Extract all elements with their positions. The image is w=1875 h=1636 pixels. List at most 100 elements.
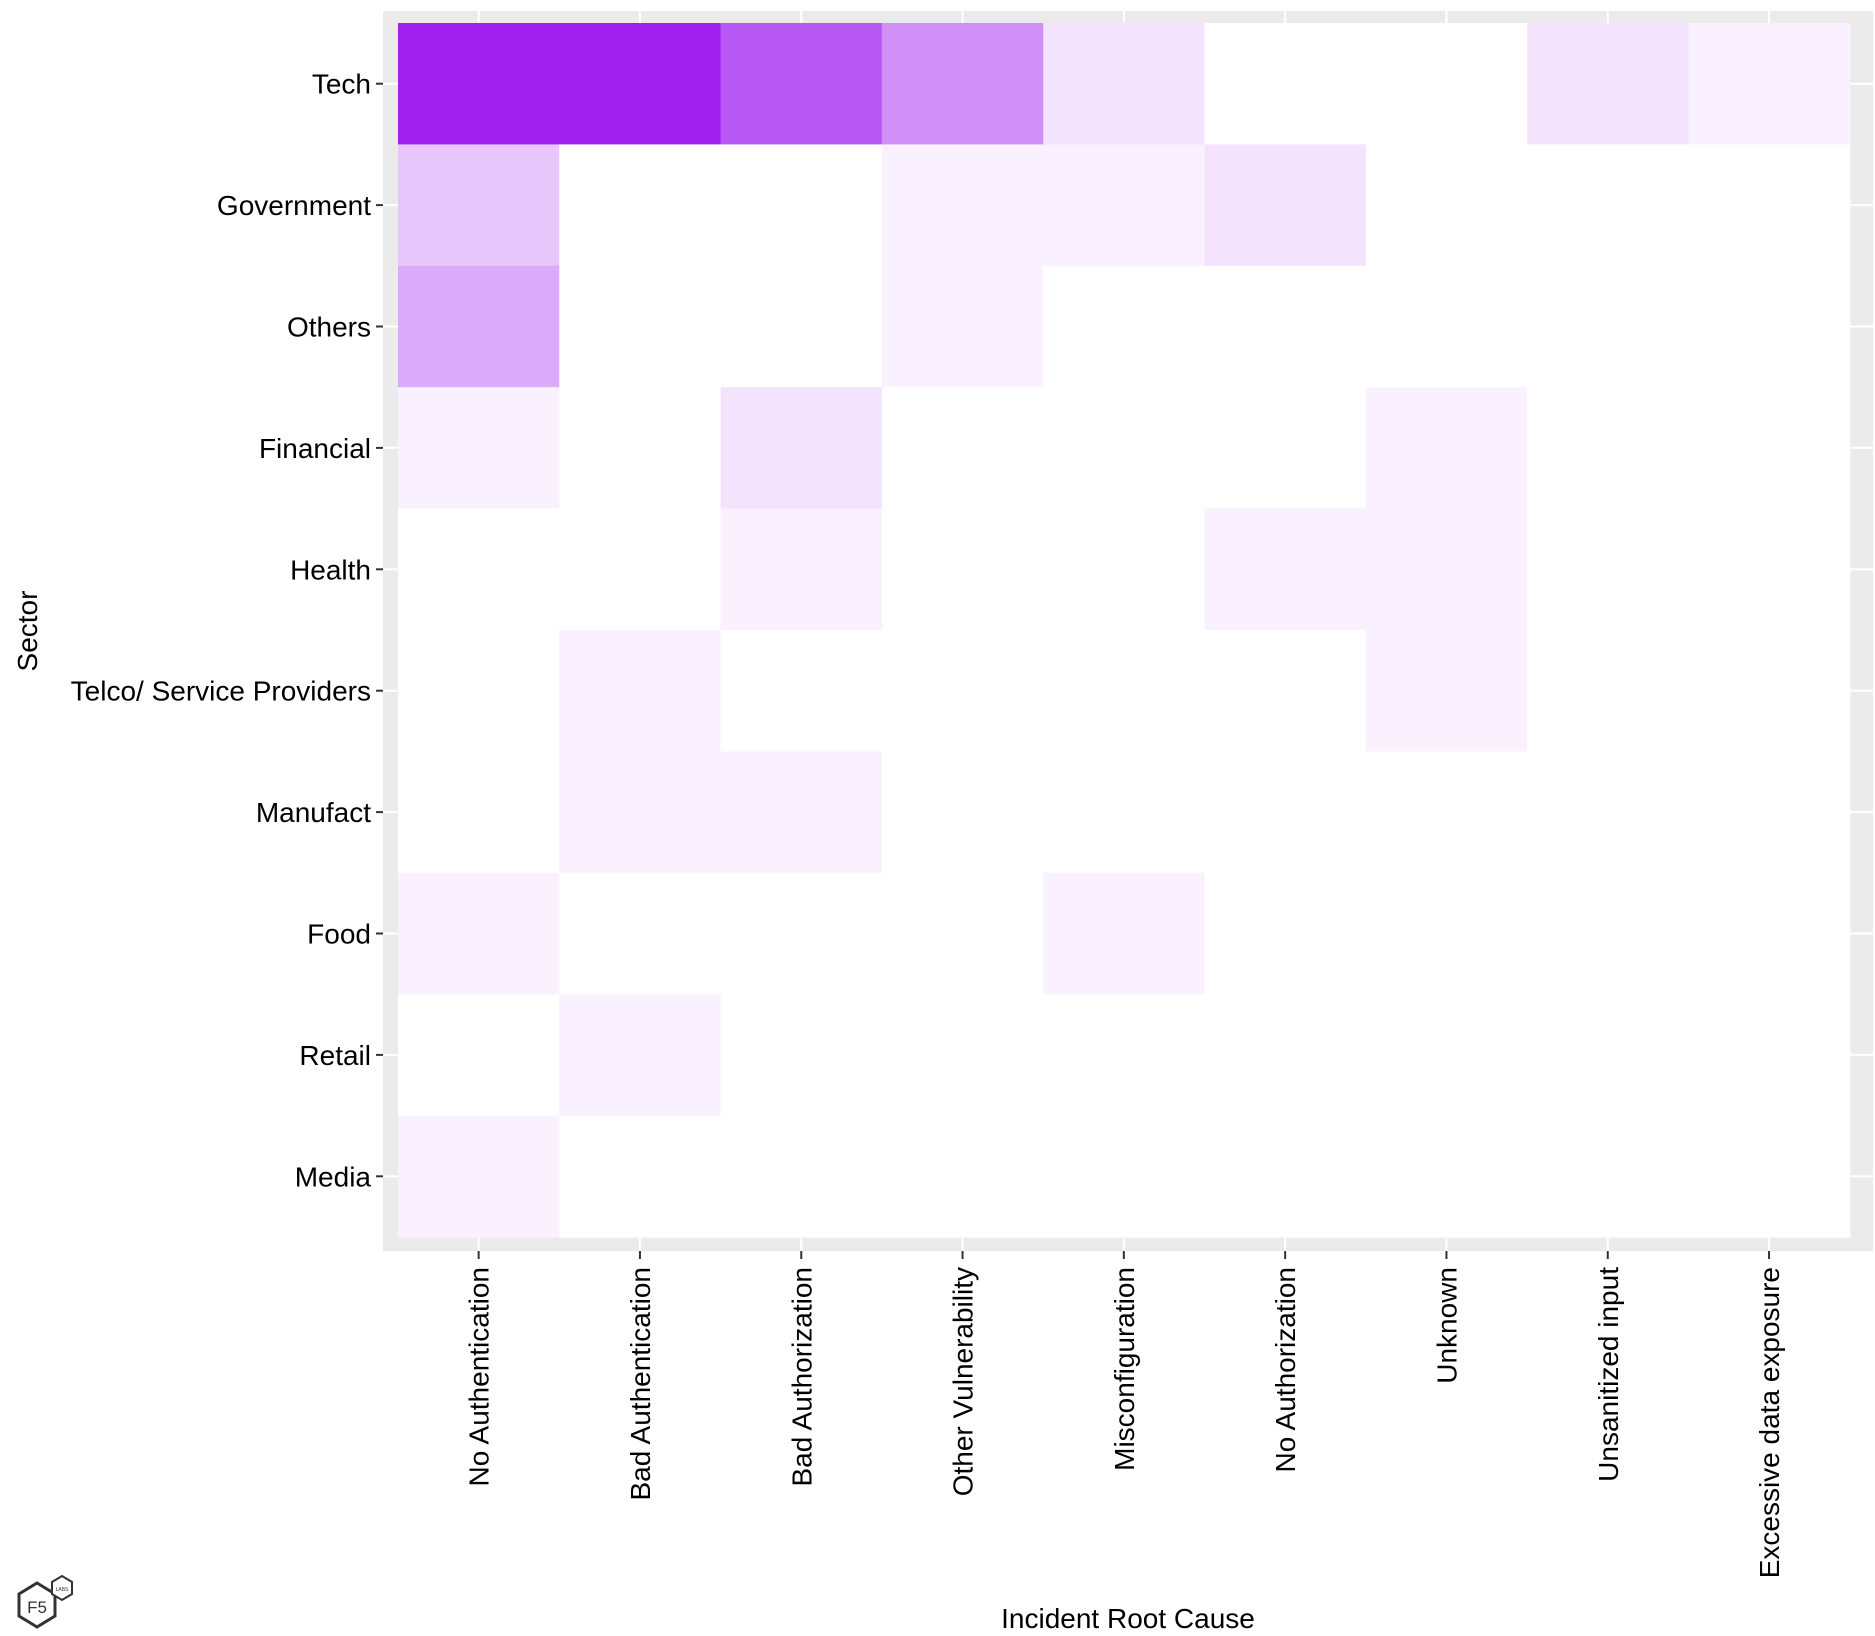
heatmap-cell (1688, 630, 1851, 752)
heatmap-cell (1527, 387, 1689, 510)
x-tick-label: Excessive data exposure (1754, 1267, 1785, 1578)
x-tick-label: Other Vulnerability (948, 1267, 979, 1496)
heatmap-cell (559, 144, 722, 267)
heatmap-cell (720, 265, 883, 388)
heatmap-cell (1688, 387, 1851, 510)
heatmap-cell (720, 1115, 883, 1238)
heatmap-cell (1043, 387, 1206, 510)
heatmap-cell (720, 508, 883, 631)
heatmap-cell (1688, 1115, 1851, 1238)
heatmap-cell (1527, 508, 1689, 631)
heatmap-cell (398, 751, 560, 874)
heatmap-cell (559, 630, 722, 752)
heatmap-cell (1043, 1115, 1206, 1238)
x-tick-label: No Authorization (1270, 1267, 1301, 1472)
heatmap-cell (1204, 23, 1367, 145)
heatmap-cell (1527, 144, 1689, 267)
heatmap-cell (1043, 508, 1206, 631)
heatmap-cell (720, 144, 883, 267)
y-tick-label: Food (307, 919, 371, 950)
heatmap-cell (881, 994, 1044, 1117)
heatmap-cell (1043, 872, 1206, 995)
heatmap-cell (559, 994, 722, 1117)
heatmap-cell (398, 387, 560, 510)
heatmap-cell (1204, 994, 1367, 1117)
heatmap-cell (559, 265, 722, 388)
heatmap-cell (720, 994, 883, 1117)
y-axis-title: Sector (12, 591, 43, 672)
heatmap-cell (1043, 23, 1206, 145)
heatmap-cell (1204, 751, 1367, 874)
y-tick-label: Tech (312, 69, 371, 100)
x-axis-title: Incident Root Cause (1001, 1603, 1255, 1634)
y-tick-label: Media (295, 1161, 372, 1192)
heatmap-cell (398, 630, 560, 752)
x-tick-label: Bad Authentication (625, 1267, 656, 1501)
heatmap-cell (1527, 994, 1689, 1117)
heatmap-cell (1204, 144, 1367, 267)
heatmap-cell (559, 751, 722, 874)
heatmap-cell (559, 872, 722, 995)
y-tick-label: Government (217, 190, 371, 221)
x-tick-label: No Authentication (464, 1267, 495, 1487)
heatmap-cell (1365, 994, 1528, 1117)
x-tick-label: Bad Authorization (786, 1267, 817, 1487)
x-axis: No Authentication Bad Authentication Bad A… (464, 1251, 1785, 1578)
x-tick-label: Unsanitized input (1593, 1267, 1624, 1482)
heatmap-cell (559, 387, 722, 510)
x-tick-label: Misconfiguration (1109, 1267, 1140, 1471)
heatmap-cell (1365, 872, 1528, 995)
heatmap-cell (1043, 265, 1206, 388)
heatmap-cell (1043, 994, 1206, 1117)
heatmap-cell (1527, 872, 1689, 995)
logo-text: F5 (27, 1598, 47, 1617)
heatmap-cell (1365, 23, 1528, 145)
heatmap-cell (1527, 630, 1689, 752)
heatmap-cell (1688, 508, 1851, 631)
heatmap-cell (1043, 630, 1206, 752)
heatmap-cell (1365, 508, 1528, 631)
heatmap-cell (1204, 872, 1367, 995)
heatmap-cell (1043, 751, 1206, 874)
f5-labs-logo: F5 LABS (17, 1574, 73, 1629)
y-tick-label: Financial (259, 433, 371, 464)
heatmap-cell (398, 508, 560, 631)
heatmap-cell (1204, 1115, 1367, 1238)
heatmap-cell (720, 23, 883, 145)
heatmap-cell (881, 751, 1044, 874)
logo-small-hexagon (51, 1574, 73, 1602)
heatmap-cell (881, 265, 1044, 388)
heatmap-cell (398, 23, 560, 145)
y-tick-label: Telco/ Service Providers (71, 676, 371, 707)
x-tick-label: Unknown (1431, 1267, 1462, 1384)
heatmap-cell (1204, 265, 1367, 388)
heatmap-cell (398, 265, 560, 388)
heatmap-cell (559, 23, 722, 145)
heatmap-cell (881, 872, 1044, 995)
y-axis: Tech Government Others Financial Health Telco… (71, 69, 383, 1192)
y-tick-label: Others (287, 312, 371, 343)
heatmap-cell (559, 1115, 722, 1238)
heatmap-cell (1365, 751, 1528, 874)
logo-sub-text: LABS (56, 1587, 69, 1593)
heatmap-cell (398, 144, 560, 267)
heatmap-cell (1527, 23, 1689, 145)
heatmap-cell (1688, 994, 1851, 1117)
y-tick-label: Retail (299, 1040, 371, 1071)
heatmap-cell (1365, 265, 1528, 388)
heatmap-cell (720, 630, 883, 752)
heatmap-cell (1527, 265, 1689, 388)
heatmap-cell (720, 387, 883, 510)
heatmap-cell (1204, 630, 1367, 752)
heatmap-cell (398, 1115, 560, 1238)
heatmap-cell (1365, 387, 1528, 510)
heatmap-cell (1365, 144, 1528, 267)
heatmap-cell (881, 144, 1044, 267)
heatmap-cell (1204, 508, 1367, 631)
heatmap-tiles (398, 23, 1851, 1238)
heatmap-cell (1688, 265, 1851, 388)
heatmap-cell (881, 387, 1044, 510)
heatmap-cell (1043, 144, 1206, 267)
heatmap-cell (720, 872, 883, 995)
